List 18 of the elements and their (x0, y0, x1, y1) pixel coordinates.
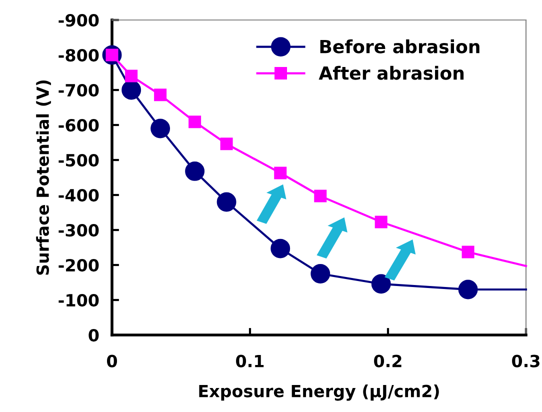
x-tick-label: 0.2 (374, 354, 402, 368)
y-tick-label: -200 (58, 258, 99, 272)
y-tick-label: -900 (58, 14, 99, 27)
y-axis-title: Surface Potential (V) (36, 80, 51, 275)
legend-label: Before abrasion (320, 39, 480, 54)
y-tick-label: -400 (58, 188, 99, 202)
x-tick-label: 0.3 (512, 354, 540, 368)
y-tick-label: 0 (88, 328, 99, 342)
y-tick-label: -800 (58, 48, 99, 62)
y-tick-label: -500 (58, 154, 99, 167)
x-tick-label: 0 (107, 354, 117, 368)
x-tick-label: 0.1 (236, 354, 264, 368)
y-tick-label: -600 (58, 118, 99, 132)
x-axis-title: Exposure Energy (μJ/cm2) (199, 384, 439, 401)
legend-label: After abrasion (318, 66, 464, 80)
y-tick-label: -300 (58, 224, 99, 237)
y-tick-label: -700 (58, 84, 99, 97)
y-tick-label: -100 (58, 294, 99, 307)
